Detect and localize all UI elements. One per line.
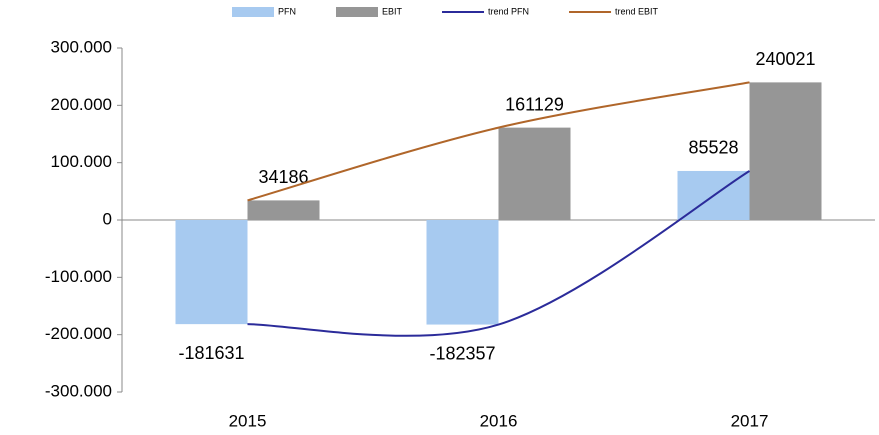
y-tick-label: 300.000 [51, 37, 112, 56]
legend-swatch [232, 7, 274, 17]
y-tick-label: 200.000 [51, 95, 112, 114]
legend-swatch [336, 7, 378, 17]
trend-line [247, 81, 750, 202]
bar [175, 220, 248, 325]
y-tick-label: -300.000 [45, 381, 112, 400]
x-tick-label: 2017 [731, 411, 769, 430]
bar [749, 82, 822, 220]
legend-label: PFN [278, 6, 296, 16]
trend-line [247, 170, 751, 337]
bar [498, 127, 571, 220]
legend-label: trend EBIT [615, 6, 659, 16]
data-label: 34186 [258, 167, 308, 187]
bar [426, 220, 499, 325]
y-tick-label: 0 [103, 209, 112, 228]
data-label: 161129 [505, 94, 564, 114]
y-tick-label: -100.000 [45, 267, 112, 286]
data-label: 85528 [688, 138, 738, 158]
bar [247, 200, 320, 220]
data-label: -181631 [178, 343, 244, 363]
legend-label: trend PFN [488, 6, 529, 16]
y-tick-label: 100.000 [51, 152, 112, 171]
y-tick-label: -200.000 [45, 324, 112, 343]
x-tick-label: 2016 [480, 411, 518, 430]
data-label: -182357 [429, 343, 495, 363]
legend-label: EBIT [382, 6, 403, 16]
x-tick-label: 2015 [229, 411, 267, 430]
data-label: 240021 [755, 49, 815, 69]
